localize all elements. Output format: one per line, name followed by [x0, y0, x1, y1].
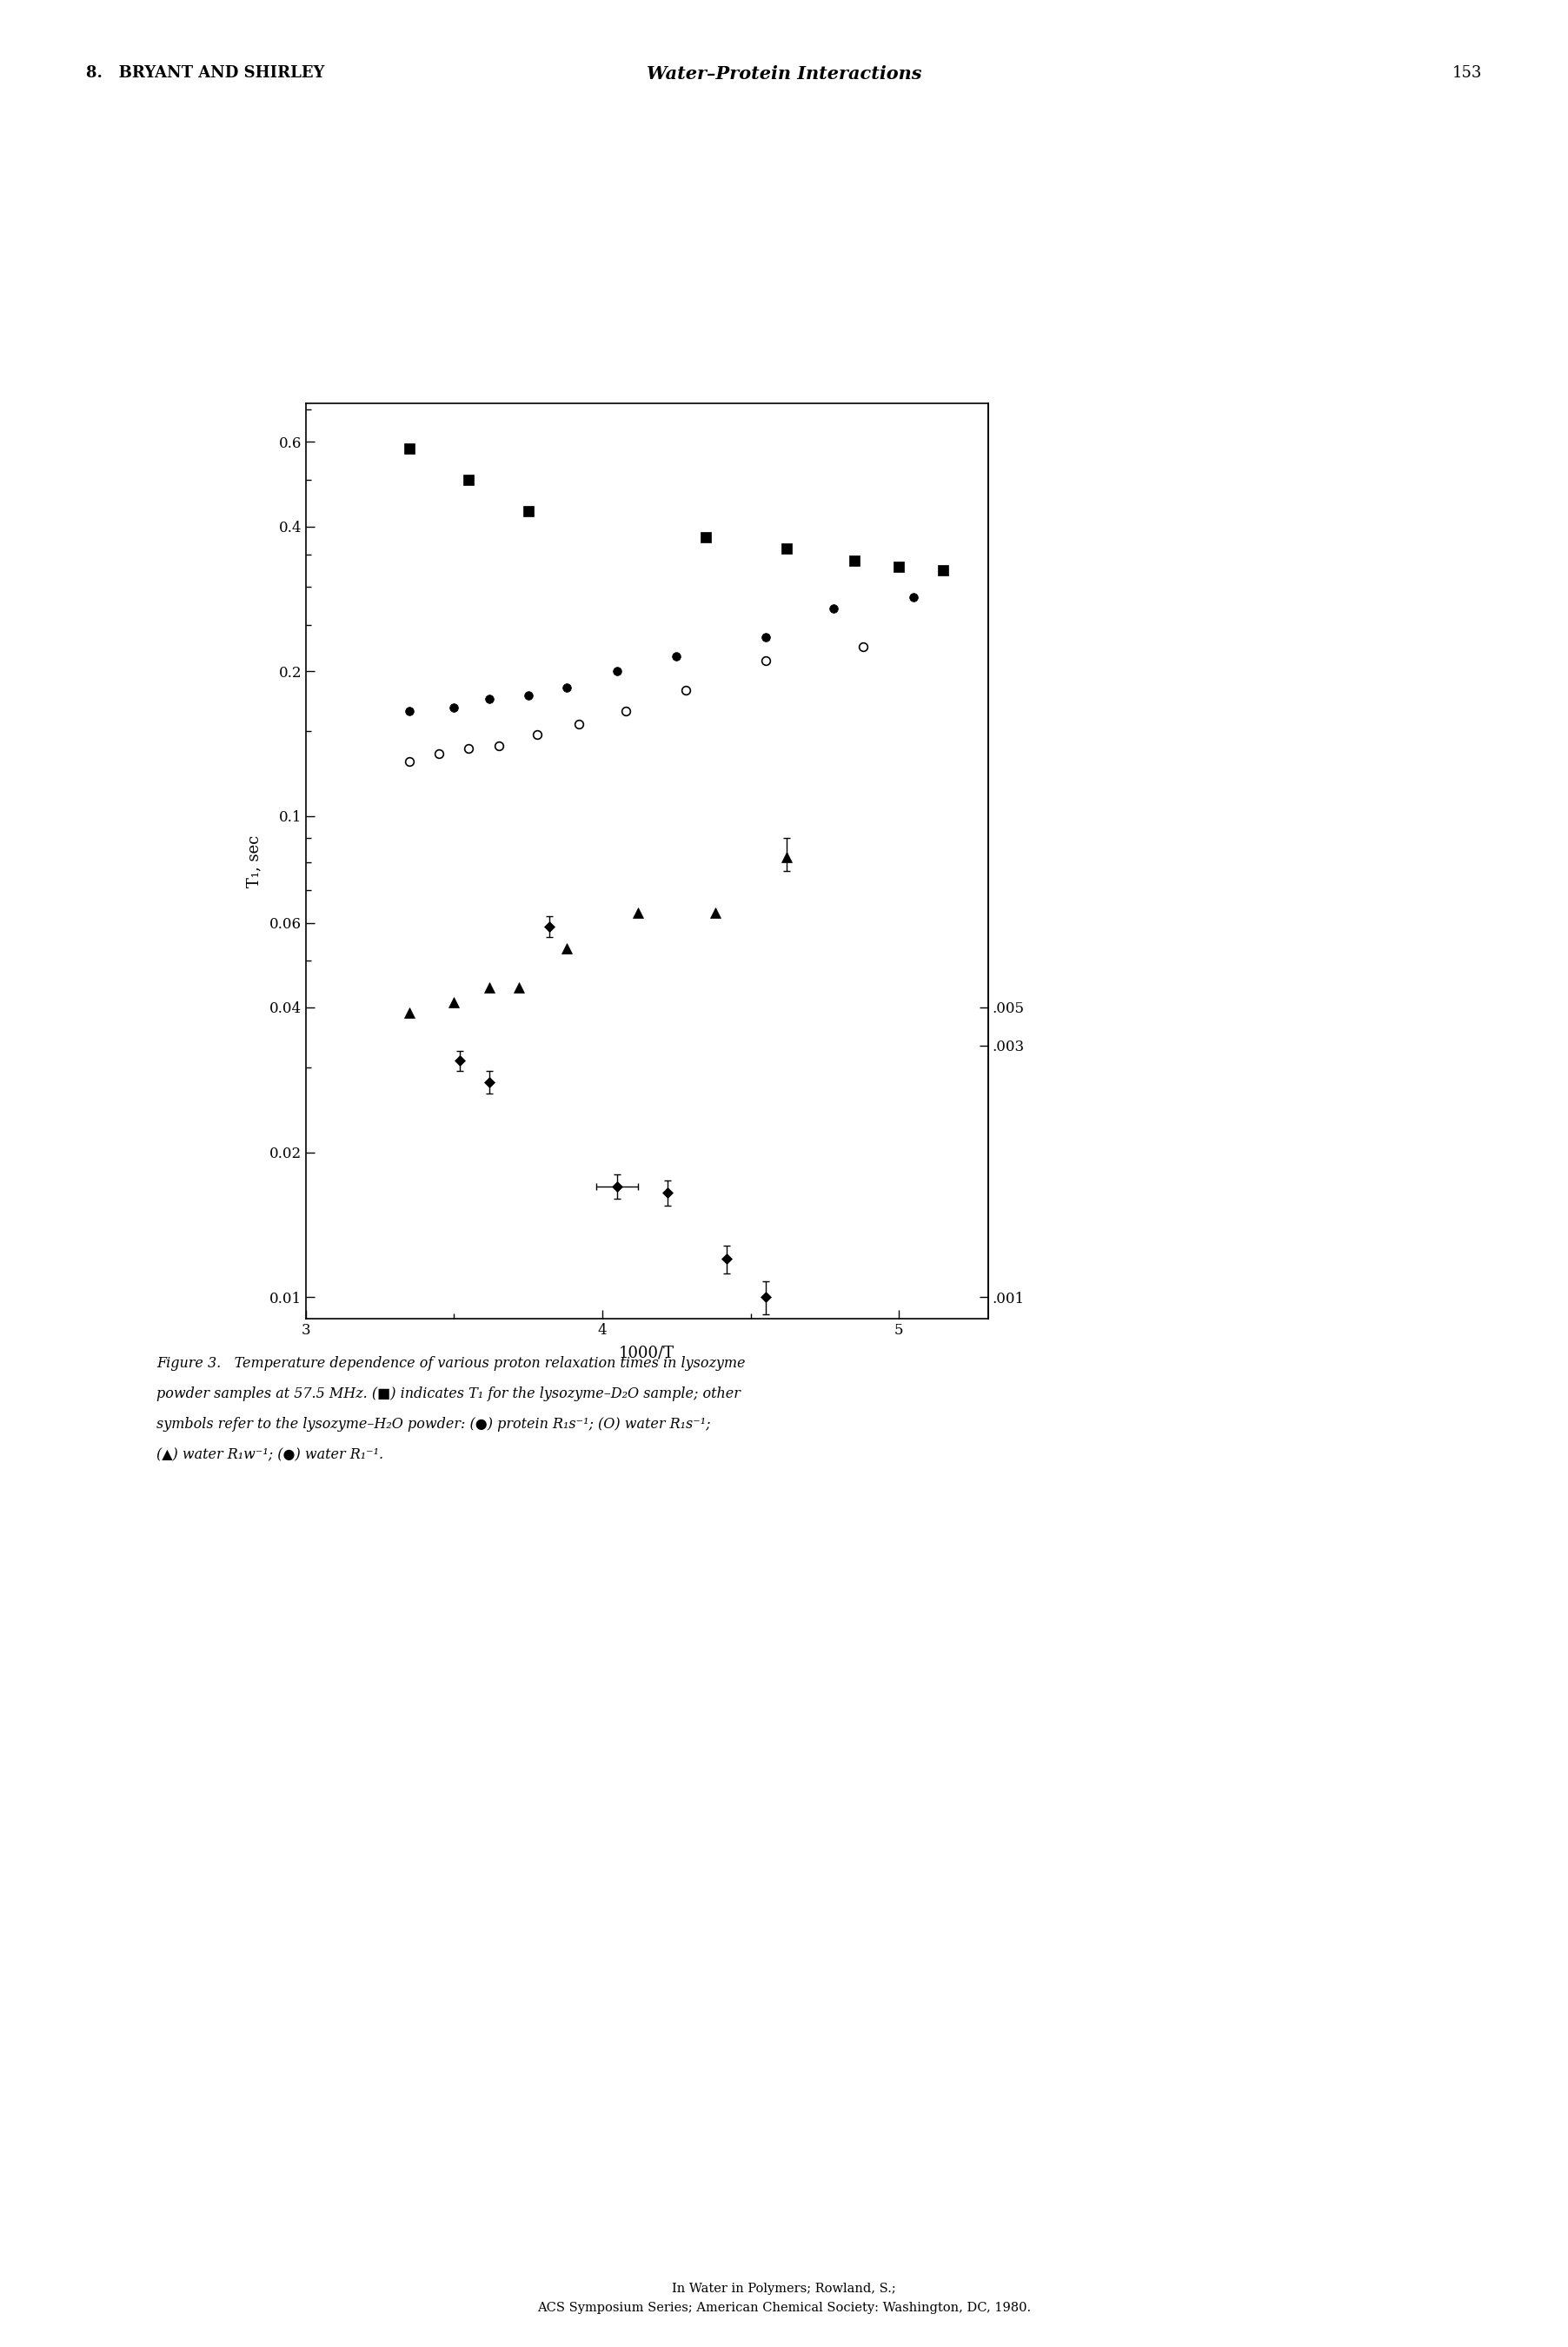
Text: 153: 153	[1452, 66, 1482, 80]
Text: Figure 3.   Temperature dependence of various proton relaxation times in lysozym: Figure 3. Temperature dependence of vari…	[157, 1357, 746, 1371]
X-axis label: 1000/T: 1000/T	[619, 1345, 674, 1361]
Text: 8.   BRYANT AND SHIRLEY: 8. BRYANT AND SHIRLEY	[86, 66, 325, 80]
Text: powder samples at 57.5 MHz. (■) indicates T₁ for the lysozyme–D₂O sample; other: powder samples at 57.5 MHz. (■) indicate…	[157, 1387, 740, 1401]
Text: In Water in Polymers; Rowland, S.;: In Water in Polymers; Rowland, S.;	[673, 2284, 895, 2295]
Y-axis label: T₁, sec: T₁, sec	[246, 836, 262, 887]
Text: (▲) water R₁w⁻¹; (●) water R₁⁻¹.: (▲) water R₁w⁻¹; (●) water R₁⁻¹.	[157, 1448, 384, 1462]
Text: symbols refer to the lysozyme–H₂O powder: (●) protein R₁s⁻¹; (O) water R₁s⁻¹;: symbols refer to the lysozyme–H₂O powder…	[157, 1418, 710, 1432]
Text: Water–Protein Interactions: Water–Protein Interactions	[646, 66, 922, 82]
Text: ACS Symposium Series; American Chemical Society: Washington, DC, 1980.: ACS Symposium Series; American Chemical …	[538, 2302, 1030, 2314]
